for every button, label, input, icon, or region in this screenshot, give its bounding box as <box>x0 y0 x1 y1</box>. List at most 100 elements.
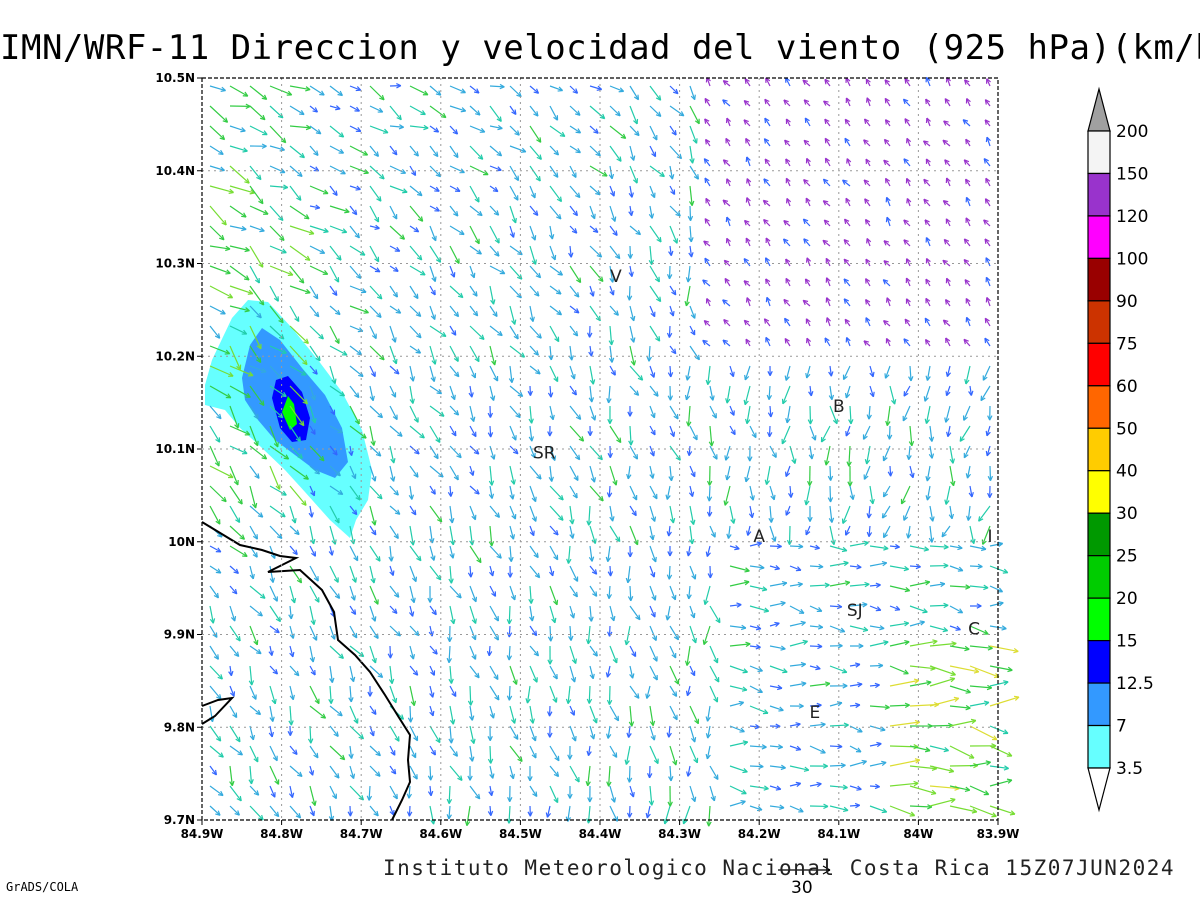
wind-vector <box>289 145 305 159</box>
wind-vector-head <box>406 793 412 799</box>
wind-vector <box>849 663 861 667</box>
wind-vector <box>369 285 383 300</box>
wind-vector-head <box>410 597 416 604</box>
wind-vector <box>469 405 475 422</box>
wind-vector <box>826 297 831 307</box>
wind-vector-head <box>903 515 909 521</box>
wind-vector-head <box>598 276 604 283</box>
wind-vector <box>269 205 284 221</box>
wind-vector-head <box>722 159 729 165</box>
wind-vector <box>329 445 338 456</box>
wind-vector <box>725 138 731 147</box>
wind-vector <box>882 279 891 287</box>
wind-vector <box>885 178 891 187</box>
wind-vector <box>209 345 230 355</box>
wind-vector <box>429 645 438 655</box>
wind-vector <box>889 465 892 477</box>
wind-vector <box>669 105 685 117</box>
wind-vector-head <box>243 275 250 281</box>
wind-vector-head <box>411 752 417 759</box>
wind-vector-head <box>925 237 931 243</box>
wind-vector <box>965 298 971 307</box>
wind-vector-head <box>652 656 658 662</box>
wind-vector <box>409 565 417 582</box>
wind-vector-head <box>820 748 826 754</box>
wind-vector-head <box>588 616 594 622</box>
wind-vector-head <box>837 603 843 610</box>
wind-vector-head <box>412 670 419 676</box>
wind-vector-head <box>984 238 990 244</box>
wind-vector <box>608 765 611 787</box>
wind-vector-head <box>748 512 755 519</box>
wind-vector-head <box>585 639 592 645</box>
wind-vector <box>449 125 458 135</box>
wind-vector <box>229 365 254 377</box>
wind-vector-head <box>607 452 613 458</box>
wind-vector <box>705 198 711 207</box>
wind-vector-head <box>451 691 457 697</box>
wind-vector-head <box>299 420 305 427</box>
wind-vector-head <box>446 814 452 820</box>
wind-vector-head <box>744 374 750 381</box>
wind-vector <box>669 205 681 217</box>
wind-vector <box>989 745 1013 757</box>
wind-vector-head <box>669 517 676 524</box>
wind-vector <box>904 318 911 327</box>
colorbar-segment <box>1087 130 1111 175</box>
wind-vector <box>409 685 415 706</box>
wind-vector-head <box>649 473 655 479</box>
wind-vector-head <box>218 790 224 797</box>
wind-vector-head <box>928 453 935 459</box>
wind-vector <box>902 405 911 422</box>
wind-vector <box>269 605 281 622</box>
wind-vector-head <box>497 330 503 337</box>
wind-vector <box>269 225 285 241</box>
wind-vector-head <box>510 594 516 601</box>
wind-vector-head <box>704 138 711 145</box>
wind-vector-head <box>409 376 416 382</box>
wind-vector-head <box>565 816 572 822</box>
wind-vector-head <box>357 327 364 333</box>
wind-vector-head <box>987 492 993 498</box>
wind-vector-head <box>730 518 736 524</box>
wind-vector-head <box>354 106 360 112</box>
wind-vector-head <box>532 677 538 683</box>
wind-vector <box>249 625 258 646</box>
wind-vector-head <box>487 412 494 418</box>
wind-vector-head <box>655 95 662 101</box>
wind-vector-head <box>497 124 503 131</box>
wind-vector <box>726 117 731 127</box>
wind-vector-head <box>650 572 656 578</box>
wind-vector <box>469 285 478 297</box>
wind-vector <box>329 105 341 110</box>
wind-vector-head <box>301 500 307 506</box>
wind-vector-head <box>705 298 711 304</box>
wind-vector <box>329 545 333 556</box>
wind-vector <box>329 665 333 683</box>
wind-vector <box>726 238 731 247</box>
wind-vector <box>826 317 831 327</box>
wind-vector <box>609 265 614 283</box>
wind-vector-head <box>765 257 770 263</box>
wind-vector <box>429 125 439 133</box>
wind-vector <box>469 225 480 245</box>
wind-vector <box>609 285 615 296</box>
wind-vector <box>929 724 953 727</box>
wind-vector <box>209 765 217 776</box>
wind-vector <box>549 525 559 536</box>
wind-vector-head <box>800 620 806 627</box>
wind-vector <box>489 245 500 257</box>
wind-vector <box>969 665 1000 678</box>
wind-vector <box>625 745 631 765</box>
wind-vector <box>229 565 239 574</box>
wind-vector-head <box>607 418 613 424</box>
wind-vector-head <box>435 437 441 443</box>
wind-vector <box>389 265 399 272</box>
wind-vector-head <box>913 678 920 684</box>
wind-vector-head <box>430 750 436 756</box>
wind-vector-head <box>828 394 835 401</box>
wind-vector-head <box>874 783 880 790</box>
wind-vector-head <box>628 721 635 727</box>
wind-vector-head <box>1013 647 1019 654</box>
wind-vector-head <box>242 551 248 558</box>
